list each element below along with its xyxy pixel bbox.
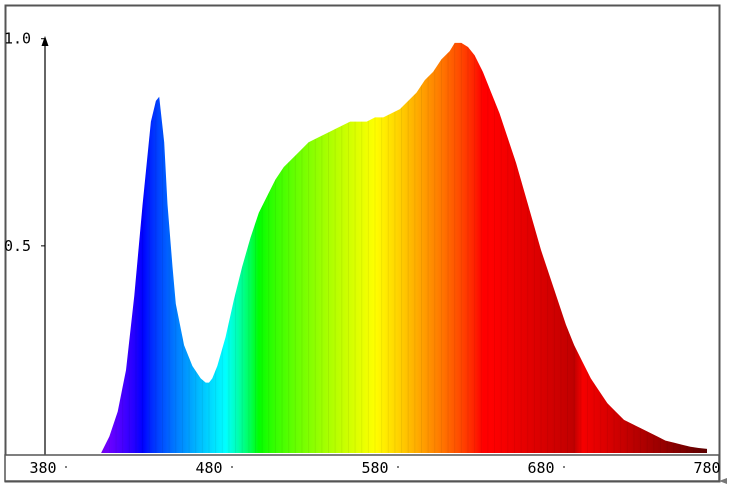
y-tick-label: 0.5 (4, 237, 31, 255)
x-axis-strip (4, 454, 720, 482)
y-tick-label: 1.0 (4, 30, 31, 48)
x-tick-label: 780 (693, 459, 720, 477)
x-tick-label: 580 (361, 459, 388, 477)
x-axis-arrow (719, 478, 727, 484)
y-axis-arrow (41, 36, 49, 46)
x-tick-label: 380 (29, 459, 56, 477)
x-tick-label: 680 (527, 459, 554, 477)
x-tick-label: 480 (195, 459, 222, 477)
axes: 380 480 580 680 780 0.5 1.0 (4, 30, 727, 484)
